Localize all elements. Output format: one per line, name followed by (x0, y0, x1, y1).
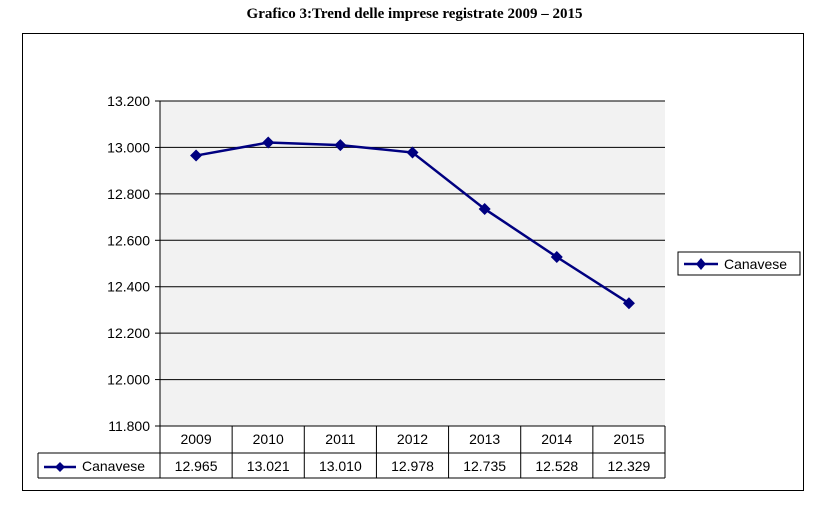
data-point-marker (622, 297, 635, 310)
x-category-label: 2010 (253, 431, 284, 447)
data-point-marker (478, 202, 491, 215)
legend: Canavese (677, 251, 801, 276)
table-value-cell: 12.735 (463, 458, 506, 474)
x-category-label: 2013 (469, 431, 500, 447)
x-category-label: 2015 (613, 431, 644, 447)
x-category-label: 2009 (180, 431, 211, 447)
y-tick-label: 12.400 (107, 279, 150, 295)
legend-key-marker (696, 258, 706, 270)
y-tick-label: 13.200 (107, 93, 150, 109)
data-point-marker (406, 146, 419, 159)
data-table: 2009 12.965 2010 13.021 2011 13.010 2012 12.978… (37, 425, 666, 479)
y-tick-label: 12.600 (107, 232, 150, 248)
y-tick-label: 12.000 (107, 372, 150, 388)
data-point-marker (550, 251, 563, 263)
table-value-cell: 13.010 (319, 458, 362, 474)
x-category-label: 2014 (541, 431, 572, 447)
x-category-label: 2012 (397, 431, 428, 447)
data-point-marker (190, 149, 203, 162)
chart-title: Grafico 3:Trend delle imprese registrate… (246, 6, 583, 22)
y-tick-label: 12.800 (107, 186, 150, 202)
series-canavese (190, 136, 635, 310)
table-value-cell: 12.965 (175, 458, 218, 474)
table-series-key-marker (55, 462, 65, 472)
y-tick-label: 12.200 (107, 325, 150, 341)
y-axis-tick-labels: 11.800 12.000 12.200 12.400 12.600 12.800 13.0… (107, 93, 150, 434)
legend-box (677, 251, 801, 276)
y-tick-label: 13.000 (107, 139, 150, 155)
table-value-cell: 13.021 (247, 458, 290, 474)
legend-label: Canavese (724, 256, 787, 272)
table-value-cell: 12.528 (535, 458, 578, 474)
y-tick-label: 11.800 (108, 418, 150, 434)
table-series-name: Canavese (82, 458, 145, 474)
x-category-label: 2011 (325, 431, 355, 447)
table-value-cell: 12.978 (391, 458, 434, 474)
data-point-marker (334, 139, 347, 152)
data-point-marker (262, 136, 275, 149)
table-value-cell: 12.329 (608, 458, 651, 474)
